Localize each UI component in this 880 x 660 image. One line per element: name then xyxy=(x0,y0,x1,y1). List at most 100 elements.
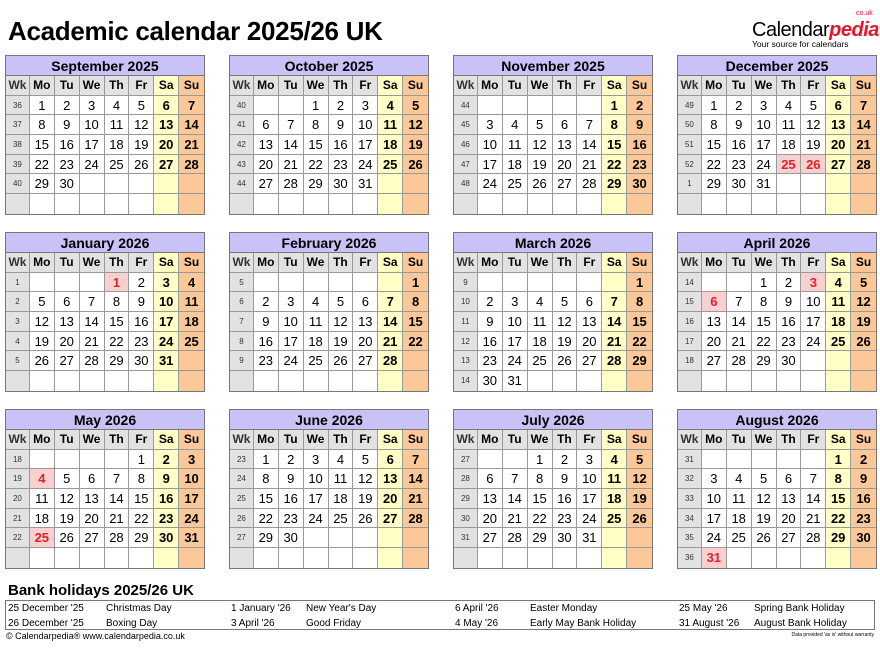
week-number: 9 xyxy=(230,351,254,372)
week-number: 45 xyxy=(454,115,478,136)
day-cell xyxy=(353,194,379,214)
day-cell: 17 xyxy=(751,135,777,155)
day-cell: 3 xyxy=(577,449,603,470)
day-cell: 2 xyxy=(552,449,578,470)
day-cell: 7 xyxy=(726,292,752,313)
week-row: 23 1 2 3 4 5 6 7 xyxy=(230,449,428,470)
week-row: 14 30 31 xyxy=(454,371,652,391)
day-cell: 13 xyxy=(253,135,279,155)
week-row: 49 1 2 3 4 5 6 7 xyxy=(678,95,876,116)
day-cell: 5 xyxy=(552,292,578,313)
day-cell: 19 xyxy=(801,135,827,155)
day-cell xyxy=(328,528,354,549)
bank-holiday-name: Spring Bank Holiday xyxy=(754,603,845,614)
weekday-header: Th xyxy=(328,430,354,450)
weekday-header: Mo xyxy=(253,430,279,450)
day-cell: 7 xyxy=(179,95,204,116)
week-number: 9 xyxy=(454,272,478,293)
week-number: 41 xyxy=(230,115,254,136)
weekday-header: Tu xyxy=(726,76,752,96)
day-cell xyxy=(527,95,553,116)
day-cell xyxy=(602,548,628,568)
week-row: 31 27 28 29 30 31 xyxy=(454,528,652,549)
week-number: 14 xyxy=(454,371,478,391)
day-cell: 5 xyxy=(627,449,652,470)
day-cell xyxy=(105,548,130,568)
day-cell xyxy=(304,548,329,568)
day-cell: 16 xyxy=(129,312,155,332)
week-row: 9 23 24 25 26 27 28 xyxy=(230,351,428,372)
day-cell: 20 xyxy=(826,135,852,155)
week-row: 21 18 19 20 21 22 23 24 xyxy=(6,508,204,529)
week-number: 24 xyxy=(230,469,254,490)
weekday-header: Wk xyxy=(454,253,478,273)
day-cell xyxy=(254,548,279,568)
day-cell xyxy=(30,194,55,214)
week-row: 42 13 14 15 16 17 18 19 xyxy=(230,135,428,155)
week-row: 3 12 13 14 15 16 17 18 xyxy=(6,312,204,332)
day-cell: 22 xyxy=(253,508,279,529)
weekday-header: Sa xyxy=(154,76,180,96)
day-cell: 23 xyxy=(54,154,80,175)
day-cell xyxy=(777,194,802,214)
week-row: 5 26 27 28 29 30 31 xyxy=(6,351,204,372)
day-cell: 24 xyxy=(751,154,777,175)
week-number: 49 xyxy=(678,95,702,116)
day-cell: 30 xyxy=(328,174,354,195)
day-cell: 21 xyxy=(79,331,105,352)
day-cell xyxy=(79,174,105,195)
day-cell: 16 xyxy=(278,489,304,509)
weekday-header: Fr xyxy=(801,76,827,96)
weekday-header: Wk xyxy=(6,76,30,96)
day-cell xyxy=(329,548,354,568)
day-cell xyxy=(278,272,304,293)
day-cell: 31 xyxy=(577,528,603,549)
day-cell: 21 xyxy=(851,135,876,155)
day-cell: 9 xyxy=(129,292,155,313)
day-cell xyxy=(528,371,553,391)
day-cell xyxy=(727,371,752,391)
week-row: 41 6 7 8 9 10 11 12 xyxy=(230,115,428,136)
day-cell: 2 xyxy=(154,449,180,470)
day-cell xyxy=(627,194,652,214)
weekday-header: Fr xyxy=(129,253,155,273)
week-row: 44 27 28 29 30 31 xyxy=(230,174,428,195)
day-cell: 29 xyxy=(129,528,155,549)
day-cell: 29 xyxy=(602,174,628,195)
day-cell: 11 xyxy=(776,115,802,136)
day-cell xyxy=(403,548,428,568)
day-cell xyxy=(702,194,727,214)
day-cell: 17 xyxy=(179,489,204,509)
day-cell: 4 xyxy=(378,95,404,116)
day-cell: 21 xyxy=(104,508,130,529)
week-row: 32 3 4 5 6 7 8 9 xyxy=(678,469,876,490)
week-number: 13 xyxy=(454,351,478,372)
day-cell xyxy=(105,371,130,391)
holiday-day-cell: 25 xyxy=(29,528,55,549)
week-number: 26 xyxy=(230,508,254,529)
day-cell: 2 xyxy=(776,272,802,293)
day-cell: 10 xyxy=(353,115,379,136)
day-cell xyxy=(378,371,404,391)
weekday-header: Su xyxy=(627,430,652,450)
bank-holiday-date: 4 May '26 xyxy=(455,618,499,629)
day-cell xyxy=(254,194,279,214)
day-cell: 24 xyxy=(477,174,503,195)
weekday-header: Mo xyxy=(477,253,503,273)
weekday-header: Sa xyxy=(378,76,404,96)
day-cell: 30 xyxy=(627,174,652,195)
day-cell: 19 xyxy=(627,489,652,509)
week-number: 46 xyxy=(454,135,478,155)
day-cell: 29 xyxy=(751,351,777,372)
weekday-header: Su xyxy=(403,430,428,450)
holiday-day-cell: 6 xyxy=(701,292,727,313)
day-cell: 9 xyxy=(627,115,652,136)
day-cell: 7 xyxy=(851,95,876,116)
day-cell: 14 xyxy=(378,312,404,332)
weekday-header: Sa xyxy=(378,253,404,273)
day-cell: 13 xyxy=(826,115,852,136)
day-cell: 24 xyxy=(801,331,827,352)
day-cell: 15 xyxy=(602,135,628,155)
weekday-header: We xyxy=(527,430,553,450)
